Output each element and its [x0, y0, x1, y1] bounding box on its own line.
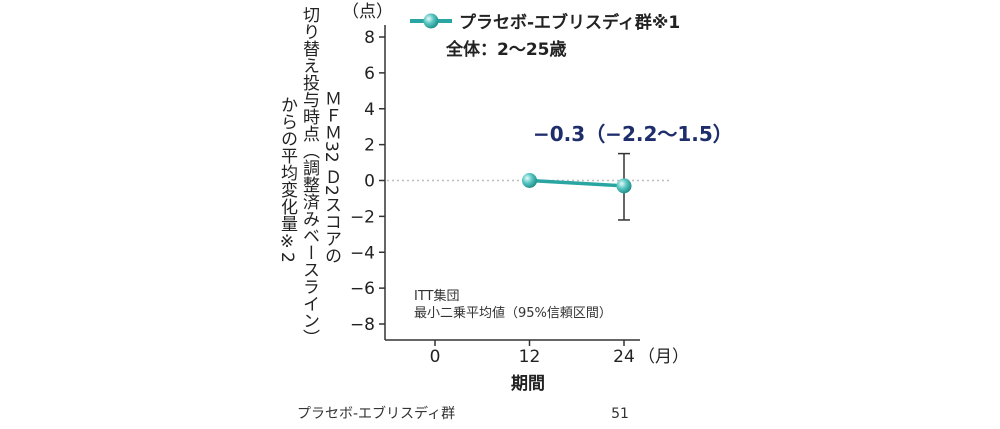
x-unit-label: （月）: [638, 347, 689, 367]
series-line: [529, 178, 625, 188]
y-tick-label: 2: [364, 136, 375, 156]
y-axis-label-line-3: からの平均変化量※2: [277, 96, 298, 263]
y-tick-label: 4: [364, 100, 375, 120]
x-axis-label: 期間: [511, 374, 545, 394]
y-tick-label: −8: [350, 315, 375, 335]
data-point: [522, 173, 537, 188]
x-tick-label: 12: [519, 347, 541, 367]
y-axis-label-line-1: ＭＦＭ32 Ｄ2スコアの: [321, 90, 341, 264]
legend-swatch-marker: [423, 13, 439, 29]
note-statistic: 最小二乗平均値（95%信頼区間）: [414, 305, 612, 321]
x-ticks: 0 12 24: [430, 340, 635, 367]
legend-series-name: プラセボ-エブリスディ群※1: [459, 12, 680, 33]
legend-series-subtitle: 全体：2～25歳: [445, 39, 567, 60]
n-row-value: 51: [611, 406, 629, 422]
n-row-label: プラセボ-エブリスディ群: [297, 405, 455, 422]
x-tick-label: 0: [430, 347, 441, 367]
series-plot: [522, 152, 632, 221]
y-unit-label: （点）: [342, 2, 393, 22]
y-tick-label: −4: [350, 243, 375, 263]
y-tick-label: 6: [364, 64, 375, 84]
y-ticks: 8 6 4 2 0 −2 −4 −6 −8: [350, 28, 385, 335]
data-point: [616, 178, 632, 194]
y-tick-label: 0: [364, 172, 375, 192]
value-annotation: −0.3（−2.2～1.5）: [533, 122, 733, 146]
y-tick-label: −2: [350, 207, 375, 227]
x-tick-label: 24: [613, 347, 635, 367]
y-axis-label-line-2: 切り替え投与時点（調整済みベースライン）: [299, 6, 320, 346]
y-tick-label: 8: [364, 28, 375, 48]
y-tick-label: −6: [350, 279, 375, 299]
note-population: ITT集団: [414, 288, 460, 304]
